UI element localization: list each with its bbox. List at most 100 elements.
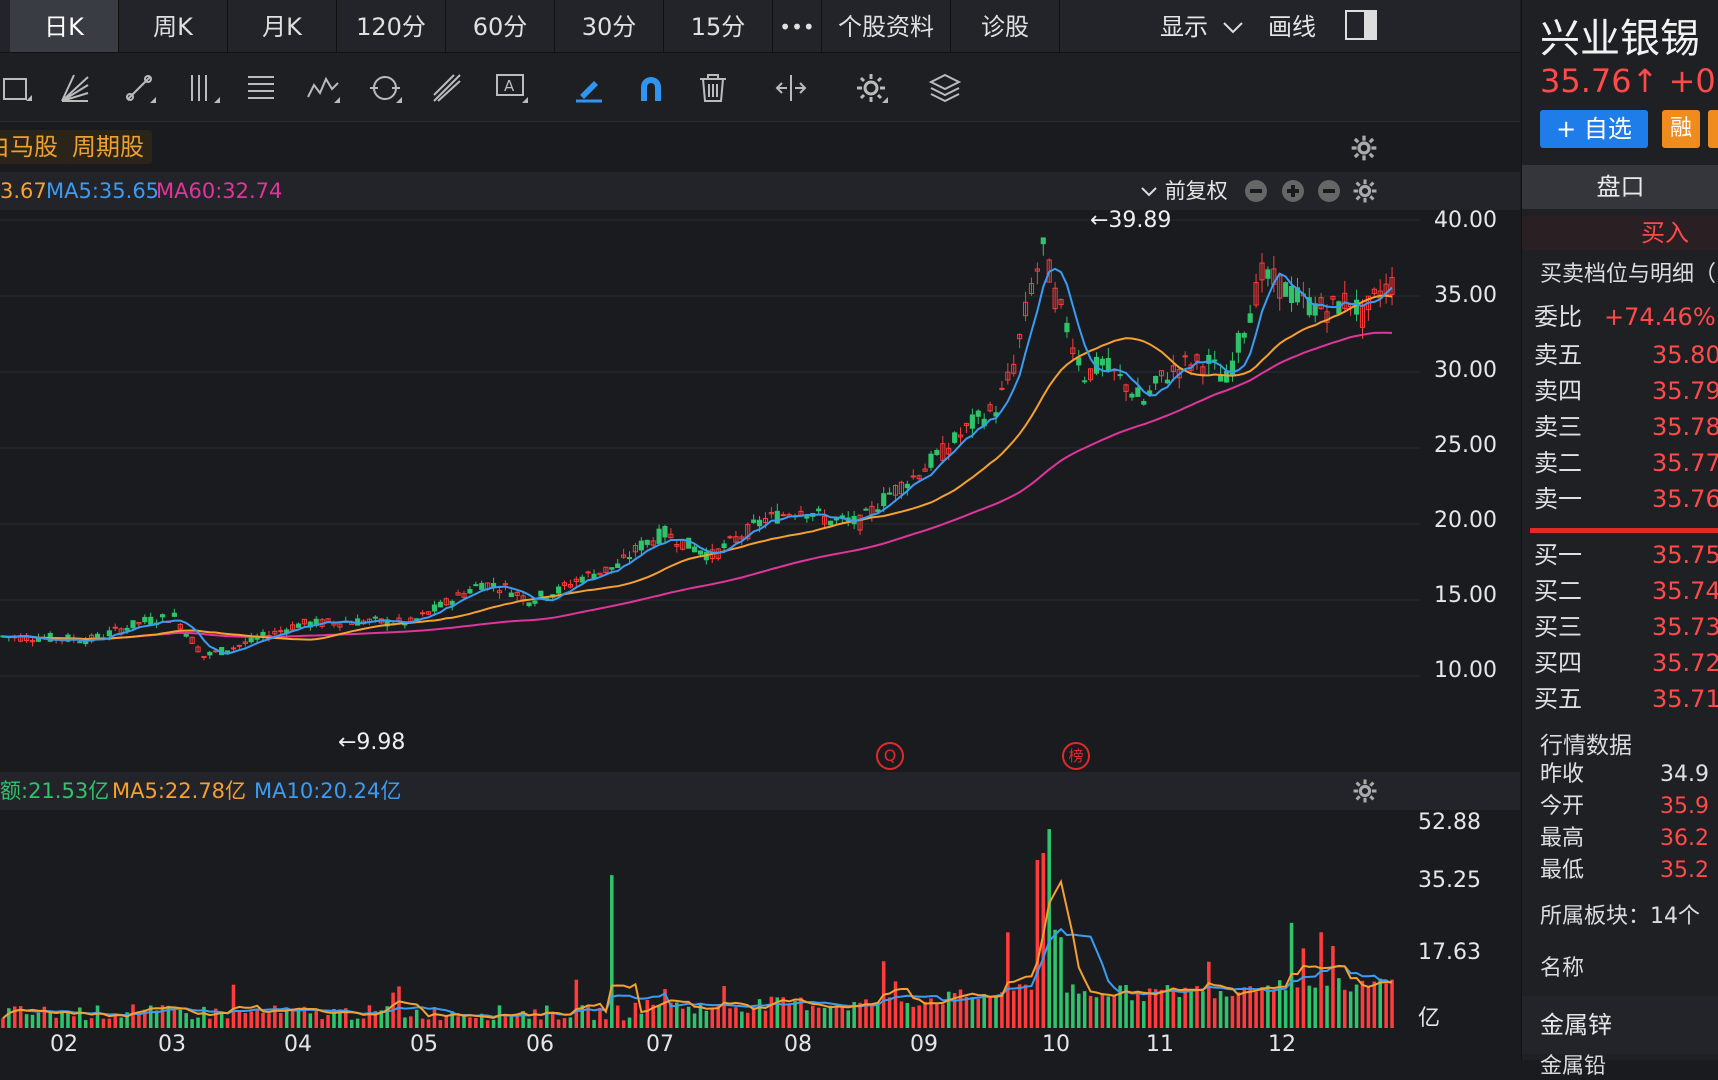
tab-monthly-k[interactable]: 月K <box>228 0 337 52</box>
candle-body <box>1011 363 1017 374</box>
quarterly-report-marker[interactable]: Q <box>876 742 904 770</box>
chart-settings-gear-icon[interactable] <box>1352 178 1378 204</box>
candle-body <box>875 509 881 513</box>
candle-body <box>514 591 520 596</box>
bid-row[interactable]: 买一 35.75 <box>1530 538 1718 572</box>
bid-row[interactable]: 买二 35.74 <box>1530 574 1718 608</box>
candle-body <box>969 414 975 429</box>
cycle-tool-icon[interactable] <box>368 71 402 105</box>
tab-stock-profile[interactable]: 个股资料 <box>822 0 951 52</box>
margin-trading-button[interactable]: 融 <box>1662 110 1700 148</box>
bid-label: 买五 <box>1534 685 1582 713</box>
ma60-value: MA60:32.74 <box>156 179 283 203</box>
ask-row[interactable]: 卖四 35.79 <box>1530 374 1718 408</box>
split-icon[interactable] <box>774 71 808 105</box>
more-periods-button[interactable]: ••• <box>773 0 822 52</box>
volume-bar <box>610 875 614 1028</box>
tab-15min[interactable]: 15分 <box>664 0 773 52</box>
candle-body <box>833 518 839 521</box>
bid-label: 买三 <box>1534 613 1582 641</box>
quote-value: 36.2 <box>1660 826 1709 851</box>
volume-bar <box>308 1013 313 1028</box>
tab-daily-k[interactable]: 日K <box>10 0 119 52</box>
ma5-line <box>2 267 1393 655</box>
ask-row[interactable]: 卖三 35.78 <box>1530 410 1718 444</box>
kline-chart[interactable]: 40.00 35.00 30.00 25.00 20.00 15.00 10.0… <box>0 208 1520 770</box>
buy-button[interactable]: 买入 <box>1522 216 1718 250</box>
volume-bar <box>952 993 957 1028</box>
tab-60min[interactable]: 60分 <box>446 0 555 52</box>
settings-gear-icon[interactable] <box>1350 134 1378 162</box>
sector-item[interactable]: 金属铅 <box>1540 1054 1607 1079</box>
volume-settings-gear-icon[interactable] <box>1352 778 1378 804</box>
ask-row[interactable]: 卖二 35.77 <box>1530 446 1718 480</box>
volume-bar <box>1 1018 5 1028</box>
zoom-out-icon[interactable] <box>1317 179 1341 203</box>
text-annotation-icon[interactable]: A <box>494 71 528 105</box>
candle-body <box>420 612 426 615</box>
order-book-tab[interactable]: 盘口 <box>1522 165 1718 209</box>
volume-bar <box>208 1018 212 1028</box>
tab-diagnose[interactable]: 诊股 <box>951 0 1060 52</box>
dragon-tiger-list-marker[interactable]: 榜 <box>1062 742 1090 770</box>
wave-tool-icon[interactable] <box>306 71 340 105</box>
bid-price: 35.74 <box>1652 577 1718 605</box>
sector-title[interactable]: 所属板块：14个 <box>1540 904 1700 929</box>
ask-row[interactable]: 卖五 35.80 <box>1530 338 1718 372</box>
pitchfork-tool-icon[interactable] <box>430 71 464 105</box>
volume-bar <box>793 1001 797 1028</box>
concept-tag-bar: 白马股 周期股 <box>0 122 1520 172</box>
tag-cyclical[interactable]: 周期股 <box>64 130 152 164</box>
bid-row[interactable]: 买四 35.72 <box>1530 646 1718 680</box>
candle-body <box>999 387 1005 390</box>
adjust-dropdown[interactable]: 前复权 <box>1140 172 1228 210</box>
fibonacci-tool-icon[interactable] <box>244 71 278 105</box>
tab-30min[interactable]: 30分 <box>555 0 664 52</box>
display-dropdown[interactable]: 显示 <box>1160 0 1244 52</box>
candle-body <box>857 514 863 531</box>
volume-bar <box>42 1006 47 1028</box>
candle-body <box>556 586 562 594</box>
volume-bar <box>503 1014 508 1028</box>
ask-row[interactable]: 卖一 35.76 <box>1530 482 1718 516</box>
candle-body <box>538 590 544 597</box>
segment-tool-icon[interactable] <box>122 71 156 105</box>
extra-badge-button[interactable] <box>1708 110 1718 148</box>
candle-body <box>195 646 201 653</box>
volume-bar <box>751 1006 756 1028</box>
volume-bar <box>810 1005 815 1028</box>
volume-ma10-value: MA10:20.24亿 <box>254 779 402 803</box>
candle-body <box>1253 282 1259 306</box>
zoom-in-icon[interactable] <box>1281 179 1305 203</box>
volume-bar <box>604 1019 608 1028</box>
volume-bar <box>970 997 975 1028</box>
month-tick: 07 <box>646 1032 674 1057</box>
fan-lines-tool-icon[interactable] <box>58 71 92 105</box>
volume-chart[interactable]: 52.88 35.25 17.63 亿 <box>0 810 1520 1031</box>
bid-row[interactable]: 买三 35.73 <box>1530 610 1718 644</box>
ask-price: 35.76 <box>1652 485 1718 513</box>
volume-bar <box>1000 992 1004 1028</box>
bid-row[interactable]: 买五 35.71 <box>1530 682 1718 716</box>
tag-white-horse[interactable]: 白马股 <box>0 130 66 164</box>
quote-value: 35.2 <box>1660 858 1709 883</box>
rectangle-tool-icon[interactable] <box>0 71 34 105</box>
trash-icon[interactable] <box>696 71 730 105</box>
add-watchlist-button[interactable]: + 自选 <box>1540 110 1648 148</box>
collapse-icon[interactable] <box>1244 179 1268 203</box>
sector-item[interactable]: 金属锌 <box>1522 996 1718 1054</box>
candle-body <box>898 481 904 495</box>
pen-tool-icon[interactable] <box>572 71 606 105</box>
quote-label: 今开 <box>1540 794 1585 819</box>
magnet-icon[interactable] <box>634 71 668 105</box>
candle-body <box>987 404 993 412</box>
gear-icon[interactable] <box>854 71 888 105</box>
panel-toggle-icon[interactable] <box>1344 9 1378 41</box>
tab-120min[interactable]: 120分 <box>337 0 446 52</box>
candle-body <box>177 623 183 630</box>
volume-bar <box>592 1019 596 1028</box>
vertical-lines-tool-icon[interactable] <box>186 71 220 105</box>
layers-icon[interactable] <box>928 71 962 105</box>
draw-line-button[interactable]: 画线 <box>1268 13 1316 41</box>
tab-weekly-k[interactable]: 周K <box>119 0 228 52</box>
